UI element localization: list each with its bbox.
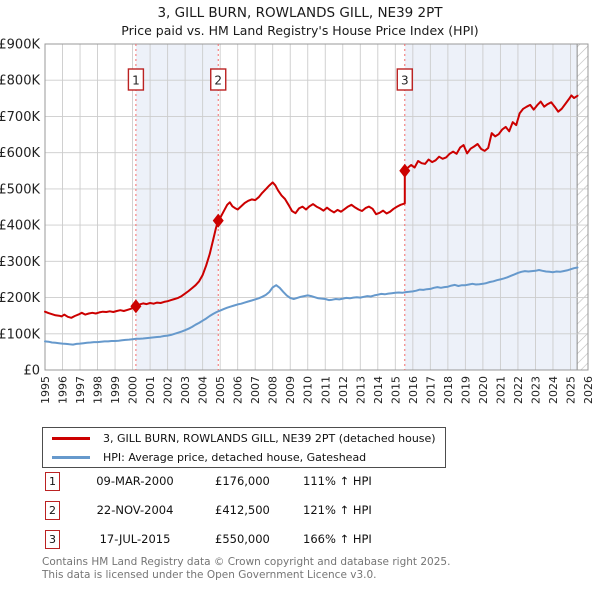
x-axis-tick-label: 2015 — [389, 376, 402, 404]
x-axis-tick-label: 2009 — [284, 376, 297, 404]
legend-item-property: 3, GILL BURN, ROWLANDS GILL, NE39 2PT (d… — [43, 431, 445, 446]
shaded-span — [404, 44, 578, 370]
x-axis-tick-label: 2020 — [477, 376, 490, 404]
y-axis-tick-label: £600K — [0, 146, 40, 161]
x-axis-tick-label: 2000 — [127, 376, 140, 404]
event-number-box — [210, 68, 227, 91]
x-axis-tick-label: 2002 — [162, 376, 175, 404]
x-axis-tick-label: 1995 — [39, 376, 52, 404]
event-number-box — [127, 68, 145, 91]
sale-2-hpi-change: 121% ↑ HPI — [303, 503, 372, 517]
series-line-hpi_average — [44, 266, 579, 346]
chart-legend: 3, GILL BURN, ROWLANDS GILL, NE39 2PT (d… — [42, 427, 446, 468]
x-axis-tick-label: 1996 — [57, 376, 70, 404]
license-footer: Contains HM Land Registry data © Crown c… — [42, 556, 450, 581]
x-axis-tick-label: 2008 — [267, 376, 280, 404]
x-axis-tick-label: 2004 — [197, 376, 210, 404]
plot-border — [44, 43, 589, 371]
x-axis-tick-label: 1999 — [109, 376, 122, 404]
y-axis-tick-label: £800K — [0, 74, 40, 89]
y-axis-tick-label: £0 — [23, 364, 40, 379]
sale-row-1: 1 09-MAR-2000 £176,000 111% ↑ HPI — [45, 472, 525, 492]
chart-subtitle: Price paid vs. HM Land Registry's House … — [121, 23, 479, 38]
x-axis-tick-label: 2006 — [232, 376, 245, 404]
y-axis-tick-label: £100K — [0, 327, 40, 342]
x-axis-tick-label: 2007 — [249, 376, 262, 404]
chart-title: 3, GILL BURN, ROWLANDS GILL, NE39 2PT — [157, 5, 443, 21]
x-axis-tick-label: 2012 — [337, 376, 350, 404]
footer-line-2: This data is licensed under the Open Gov… — [42, 568, 377, 581]
legend-label-property: 3, GILL BURN, ROWLANDS GILL, NE39 2PT (d… — [103, 431, 436, 445]
x-axis-tick-label: 2016 — [407, 376, 420, 404]
x-axis-tick-label: 2011 — [319, 376, 332, 404]
y-axis-tick-label: £300K — [0, 255, 40, 270]
price-history-chart: 1 2 3 £0 £100K £200K £300K £400K £500K £600K £700K… — [0, 38, 595, 405]
sale-row-2: 2 22-NOV-2004 £412,500 121% ↑ HPI — [45, 501, 525, 521]
sale-diamond-marker — [212, 213, 224, 228]
x-axis-tick-label: 2023 — [529, 376, 542, 404]
y-axis-tick-label: £200K — [0, 291, 40, 306]
future-hatch-region — [577, 44, 588, 370]
x-axis-tick-label: 2025 — [564, 376, 577, 404]
x-axis-tick-label: 2017 — [424, 376, 437, 404]
x-axis-tick-label: 2003 — [179, 376, 192, 404]
event-number-label: 1 — [132, 74, 140, 88]
sale-2-marker: 2 — [45, 501, 60, 520]
sale-1-hpi-change: 111% ↑ HPI — [303, 474, 372, 488]
sale-3-marker: 3 — [45, 530, 60, 549]
y-axis-tick-label: £400K — [0, 219, 40, 234]
y-axis-tick-label: £700K — [0, 110, 40, 125]
x-axis-tick-label: 2005 — [214, 376, 227, 404]
x-axis-tick-label: 2001 — [144, 376, 157, 404]
x-axis-tick-label: 2021 — [494, 376, 507, 404]
sale-1-date: 09-MAR-2000 — [96, 474, 174, 488]
sale-1-marker: 1 — [45, 472, 60, 491]
y-axis-tick-label: £900K — [0, 38, 40, 53]
x-axis-tick-label: 1997 — [74, 376, 87, 404]
event-number-label: 3 — [401, 74, 409, 88]
legend-label-hpi: HPI: Average price, detached house, Gate… — [103, 450, 367, 464]
y-axis-tick-label: £500K — [0, 182, 40, 197]
x-axis-tick-label: 2019 — [459, 376, 472, 404]
sale-diamond-marker — [130, 299, 142, 314]
sale-3-price: £550,000 — [215, 532, 270, 546]
shaded-span — [135, 44, 219, 370]
x-axis-tick-label: 2026 — [582, 376, 595, 404]
sale-1-price: £176,000 — [215, 474, 270, 488]
x-axis-tick-label: 2010 — [302, 376, 315, 404]
x-axis-tick-label: 2024 — [547, 376, 560, 404]
sale-2-price: £412,500 — [215, 503, 270, 517]
hpi-line-swatch — [52, 455, 90, 459]
legend-item-hpi: HPI: Average price, detached house, Gate… — [43, 450, 445, 465]
sale-row-3: 3 17-JUL-2015 £550,000 166% ↑ HPI — [45, 530, 525, 550]
sale-2-date: 22-NOV-2004 — [96, 503, 174, 517]
sale-diamond-marker — [399, 163, 411, 178]
x-axis-tick-label: 2022 — [512, 376, 525, 404]
sale-3-date: 17-JUL-2015 — [99, 532, 171, 546]
x-axis-tick-label: 2014 — [372, 376, 385, 404]
sale-3-hpi-change: 166% ↑ HPI — [303, 532, 372, 546]
event-number-label: 2 — [214, 74, 222, 88]
x-axis-tick-label: 1998 — [92, 376, 105, 404]
property-line-swatch — [52, 436, 90, 440]
x-axis-tick-label: 2013 — [354, 376, 367, 404]
x-axis-tick-label: 2018 — [442, 376, 455, 404]
event-number-box — [396, 68, 413, 91]
footer-line-1: Contains HM Land Registry data © Crown c… — [42, 556, 451, 568]
